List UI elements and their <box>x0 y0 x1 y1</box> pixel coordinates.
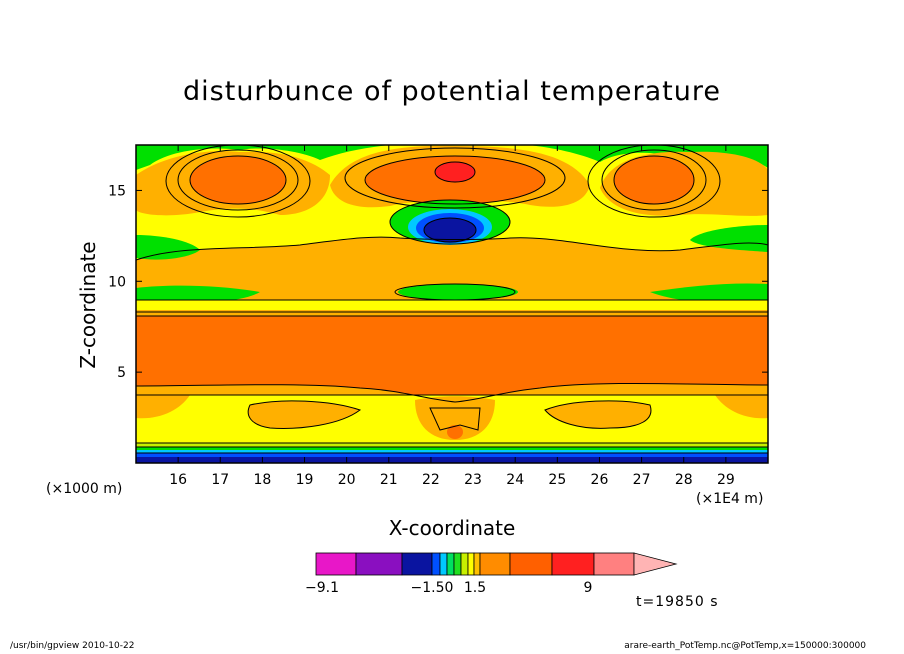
x-tick-label: 29 <box>717 472 735 488</box>
colorbar-labels: −9.1 −1.50 1.5 9 <box>305 580 592 596</box>
field-mid-lightorange <box>136 237 768 300</box>
colorbar-segment <box>315 552 357 576</box>
x-tick-label: 17 <box>211 472 229 488</box>
x-axis-ticks <box>177 145 727 463</box>
field-top-red <box>435 162 475 182</box>
colorbar-segment <box>460 552 469 576</box>
plot-frame <box>135 144 769 464</box>
field-orange-layer <box>136 316 768 402</box>
x-tick-label: 22 <box>422 472 440 488</box>
x-axis-tick-labels: 16 17 18 19 20 21 22 23 24 25 26 27 28 29 <box>169 472 735 488</box>
x-tick-label: 26 <box>591 472 609 488</box>
y-tick-label: 15 <box>108 183 126 199</box>
field-left-low-green <box>136 285 260 304</box>
x-unit-label: (×1E4 m) <box>696 491 764 507</box>
footer-right: arare-earth_PotTemp.nc@PotTemp,x=150000:… <box>624 641 866 651</box>
colorbar-segment <box>439 552 448 576</box>
field-band-blue <box>136 457 768 463</box>
x-tick-label: 19 <box>296 472 314 488</box>
colorbar-label: 9 <box>584 580 593 596</box>
field-top-left-orange <box>190 156 286 204</box>
field-band-lightblue <box>136 453 768 457</box>
colorbar-segment <box>453 552 462 576</box>
field-band-cyan <box>136 450 768 453</box>
x-tick-label: 18 <box>253 472 271 488</box>
field-lower-blob-4 <box>545 400 651 429</box>
heatmap-field <box>136 145 768 463</box>
x-tick-label: 16 <box>169 472 187 488</box>
colorbar <box>315 552 678 576</box>
field-blob-blue <box>424 218 476 242</box>
x-tick-label: 25 <box>548 472 566 488</box>
x-tick-label: 27 <box>633 472 651 488</box>
y-tick-label: 5 <box>117 365 126 381</box>
colorbar-segment <box>401 552 433 576</box>
field-top-green <box>136 145 768 170</box>
footer-left: /usr/bin/gpview 2010-10-22 <box>10 641 135 651</box>
x-tick-label: 23 <box>464 472 482 488</box>
colorbar-segment <box>355 552 403 576</box>
field-right-low-green <box>650 283 768 303</box>
field-yellow-band-upper <box>136 300 768 312</box>
colorbar-arrow <box>633 552 678 576</box>
colorbar-segment <box>509 552 553 576</box>
colorbar-segment <box>467 552 475 576</box>
x-tick-label: 28 <box>675 472 693 488</box>
x-axis-label: X-coordinate <box>388 516 516 540</box>
colorbar-segment <box>446 552 455 576</box>
y-axis-tick-labels: 5 10 15 <box>108 183 126 381</box>
field-lower-blob-5 <box>715 395 768 419</box>
colorbar-label: −1.50 <box>411 580 454 596</box>
field-lower-orange-spot <box>447 425 463 439</box>
field-left-green <box>136 235 200 260</box>
field-center-green <box>398 284 518 300</box>
colorbar-segment <box>431 552 441 576</box>
time-label: t=19850 s <box>636 594 719 610</box>
field-top-right-orange <box>614 156 694 204</box>
y-axis-ticks <box>136 189 768 373</box>
field-right-green <box>690 225 768 252</box>
contour-lines <box>136 145 768 454</box>
field-lightorange-band-lower <box>136 383 768 402</box>
colorbar-segment <box>593 552 635 576</box>
colorbar-segment <box>479 552 511 576</box>
chart-title: disturbunce of potential temperature <box>183 76 721 107</box>
colorbar-label: 1.5 <box>464 580 486 596</box>
colorbar-segment <box>551 552 595 576</box>
y-tick-label: 10 <box>108 274 126 290</box>
x-scale-factor: (×1000 m) <box>46 481 123 497</box>
x-tick-label: 20 <box>338 472 356 488</box>
colorbar-segment <box>473 552 481 576</box>
colorbar-label: −9.1 <box>305 580 339 596</box>
field-lower-blob-2 <box>248 400 360 429</box>
x-tick-label: 24 <box>506 472 524 488</box>
field-lightorange-band-upper <box>136 310 768 316</box>
field-band-lime <box>136 443 768 447</box>
x-tick-label: 21 <box>380 472 398 488</box>
field-band-green <box>136 447 768 450</box>
field-lower-blob-1 <box>136 395 190 419</box>
